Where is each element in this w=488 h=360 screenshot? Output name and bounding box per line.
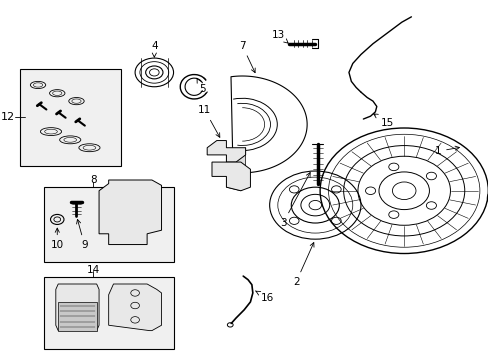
Text: 15: 15 <box>373 114 393 128</box>
Text: 12: 12 <box>0 112 15 122</box>
Text: 7: 7 <box>239 41 255 73</box>
Text: 16: 16 <box>255 291 273 303</box>
Polygon shape <box>212 162 250 191</box>
Polygon shape <box>56 284 99 330</box>
Bar <box>129 191 142 234</box>
Text: 6: 6 <box>0 359 1 360</box>
Polygon shape <box>58 302 97 330</box>
Text: 4: 4 <box>151 41 157 57</box>
Bar <box>20 69 121 166</box>
Text: 9: 9 <box>77 220 88 250</box>
Text: 14: 14 <box>86 265 100 275</box>
Text: 1: 1 <box>434 146 459 156</box>
Text: 13: 13 <box>271 30 287 43</box>
Polygon shape <box>99 180 161 244</box>
Text: 8: 8 <box>90 175 96 185</box>
Text: 5: 5 <box>197 78 205 94</box>
Text: 10: 10 <box>51 228 64 250</box>
Text: 3: 3 <box>279 172 309 228</box>
Polygon shape <box>108 284 161 330</box>
Bar <box>44 187 173 262</box>
Text: 2: 2 <box>292 243 313 287</box>
Polygon shape <box>207 140 245 162</box>
Text: 11: 11 <box>198 105 220 137</box>
Bar <box>44 277 173 348</box>
Polygon shape <box>226 148 245 191</box>
Bar <box>111 191 124 234</box>
